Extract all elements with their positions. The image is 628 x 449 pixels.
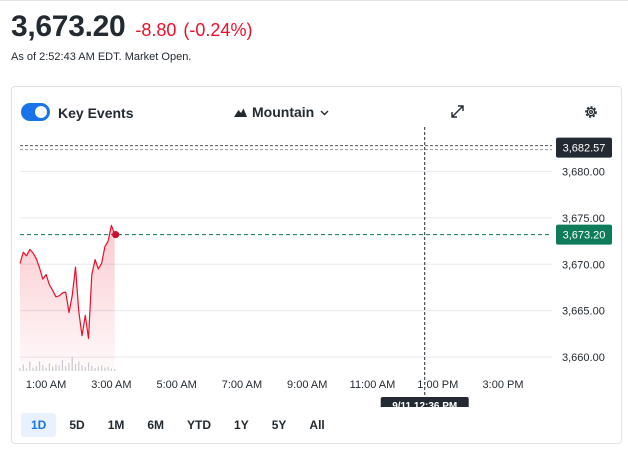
y-tick-label: 3,665.00 xyxy=(562,306,605,318)
previous-close-badge xyxy=(556,137,612,158)
x-tick-label: 11:00 AM xyxy=(350,379,396,391)
chart-toolbar: Key Events Mountain xyxy=(12,87,623,137)
expand-icon[interactable] xyxy=(451,105,464,118)
mountain-icon xyxy=(234,108,247,117)
crosshair-badge xyxy=(380,397,469,407)
range-button-5d[interactable]: 5D xyxy=(69,418,85,432)
gear-icon[interactable] xyxy=(583,104,599,120)
key-events-toggle[interactable] xyxy=(21,103,50,121)
range-button-5y[interactable]: 5Y xyxy=(271,418,287,432)
last-price-dot xyxy=(112,230,120,239)
quote-timestamp: As of 2:52:43 AM EDT. Market Open. xyxy=(11,51,192,63)
range-button-all[interactable]: All xyxy=(309,418,325,432)
x-tick-label: 9:00 AM xyxy=(287,379,327,391)
current-price-label: 3,673.20 xyxy=(563,230,606,242)
chevron-down-icon xyxy=(320,110,329,115)
x-tick-label: 1:00 AM xyxy=(26,379,66,391)
y-tick-label: 3,675.00 xyxy=(562,213,605,225)
range-button-ytd[interactable]: YTD xyxy=(187,418,212,432)
x-tick-label: 7:00 AM xyxy=(222,379,262,391)
toggle-knob xyxy=(35,106,47,118)
x-tick-label: 5:00 AM xyxy=(156,379,196,391)
x-tick-label: 3:00 PM xyxy=(483,379,524,391)
key-events-label: Key Events xyxy=(58,105,134,121)
chart-style-dropdown[interactable]: Mountain xyxy=(234,104,329,120)
x-tick-label: 1:00 PM xyxy=(417,379,458,391)
range-button-1m[interactable]: 1M xyxy=(107,418,125,432)
range-button-6m[interactable]: 6M xyxy=(147,418,165,432)
price-line xyxy=(19,224,116,340)
top-divider xyxy=(0,0,628,1)
last-price: 3,673.20 xyxy=(11,10,126,43)
y-tick-label: 3,660.00 xyxy=(562,352,605,364)
chart-card: Key Events Mountain 3,660.00 3,665.00 3,67… xyxy=(11,86,622,444)
current-price-badge xyxy=(556,224,612,245)
chart-style-label: Mountain xyxy=(252,104,315,120)
price-area xyxy=(20,225,115,371)
range-button-1d[interactable]: 1D xyxy=(21,413,57,437)
previous-close-label: 3,682.57 xyxy=(563,143,606,155)
price-chart[interactable]: 3,660.00 3,665.00 3,670.00 3,675.00 3,680.00… xyxy=(12,87,623,407)
range-button-1y[interactable]: 1Y xyxy=(234,418,249,432)
y-tick-label: 3,680.00 xyxy=(562,166,605,178)
x-tick-label: 3:00 AM xyxy=(91,379,131,391)
range-selector: 1D 5D 1M 6M YTD 1Y 5Y All xyxy=(21,413,338,437)
crosshair-label: 9/11 12:36 PM xyxy=(392,401,457,407)
y-tick-label: 3,670.00 xyxy=(562,259,605,271)
price-change: -8.80 xyxy=(135,20,177,40)
price-change-percent: (-0.24%) xyxy=(183,20,253,40)
quote-header: 3,673.20 -8.80 (-0.24%) xyxy=(11,10,252,44)
